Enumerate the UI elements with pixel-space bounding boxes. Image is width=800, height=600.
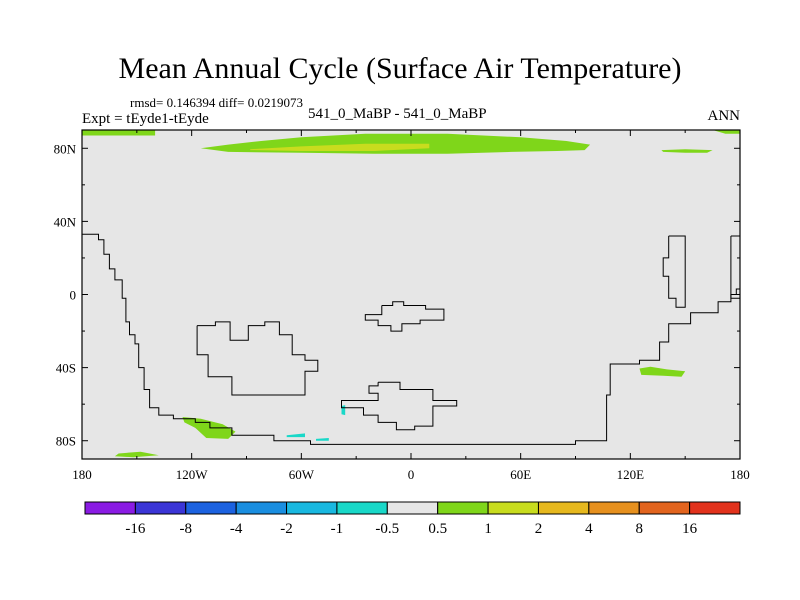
- colorbar-label: -2: [280, 521, 293, 537]
- y-axis-ticks: 80N 40N 0 40S 80S: [54, 141, 740, 449]
- anomaly-region-north-east-patch: [661, 149, 713, 153]
- anomaly-region-north-polar-core: [250, 143, 430, 151]
- case-label: 541_0_MaBP - 541_0_MaBP: [308, 106, 487, 122]
- anomaly-region-arctic-north-band: [82, 130, 156, 136]
- colorbar-box: [437, 501, 489, 515]
- colorbar-label: 4: [585, 521, 593, 537]
- colorbar-label: 2: [535, 521, 543, 537]
- colorbar-label: -1: [331, 521, 344, 537]
- anomaly-region-weddell-cool-spot: [341, 405, 346, 416]
- colorbar: -16 -8 -4 -2 -1 -0.5 0.5 1 2 4 8 16: [84, 501, 741, 537]
- colorbar-label: -4: [230, 521, 243, 537]
- colorbar-box: [487, 501, 539, 515]
- colorbar-label: -8: [180, 521, 193, 537]
- coastline-3: [341, 381, 458, 431]
- anomaly-regions: [82, 130, 740, 458]
- colorbar-label: 0.5: [428, 521, 447, 537]
- colorbar-label: 1: [484, 521, 492, 537]
- map-background: [82, 130, 740, 459]
- coastline-0: [82, 233, 740, 445]
- coastline-2: [364, 301, 445, 332]
- coastline-6: [730, 236, 740, 299]
- colorbar-box: [185, 501, 237, 515]
- y-tick-label: 80S: [56, 434, 76, 449]
- x-tick-label: 0: [408, 467, 415, 482]
- colorbar-box: [386, 501, 439, 515]
- colorbar-box: [588, 501, 640, 515]
- colorbar-box: [537, 501, 590, 515]
- colorbar-label: -0.5: [375, 521, 399, 537]
- x-tick-label: 180: [730, 467, 750, 482]
- colorbar-box: [286, 501, 338, 515]
- x-tick-label: 120W: [176, 467, 209, 482]
- x-tick-label: 60E: [510, 467, 531, 482]
- season-label: ANN: [707, 108, 741, 124]
- chart-title: Mean Annual Cycle (Surface Air Temperatu…: [118, 52, 682, 85]
- y-tick-label: 0: [70, 288, 77, 303]
- anomaly-region-antarctic-coast-cool-1: [286, 433, 305, 438]
- colorbar-label: 16: [682, 521, 698, 537]
- colorbar-box: [235, 501, 288, 515]
- colorbar-label: 8: [635, 521, 643, 537]
- x-tick-label: 120E: [617, 467, 645, 482]
- coastline-1: [196, 321, 319, 396]
- stats-text: rmsd= 0.146394 diff= 0.0219073: [130, 95, 303, 110]
- colorbar-box: [134, 501, 187, 515]
- anomaly-region-southwest-pacific-patch: [639, 366, 686, 377]
- colorbar-label: -16: [125, 521, 145, 537]
- x-tick-label: 180: [72, 467, 92, 482]
- colorbar-box: [336, 501, 388, 515]
- experiment-label: Expt = tEyde1-tEyde: [82, 111, 209, 127]
- y-tick-label: 80N: [54, 141, 77, 156]
- coastlines: [82, 233, 740, 445]
- y-tick-label: 40N: [54, 214, 77, 229]
- colorbar-box: [689, 501, 741, 515]
- colorbar-box: [638, 501, 691, 515]
- x-tick-label: 60W: [289, 467, 315, 482]
- x-axis-ticks: 180 120W 60W 0 60E 120E 180: [72, 130, 750, 482]
- anomaly-region-antarctic-coast-patch: [114, 451, 159, 458]
- anomaly-region-antarctic-coast-cool-2: [316, 438, 329, 441]
- y-tick-label: 40S: [56, 361, 76, 376]
- colorbar-box: [84, 501, 136, 515]
- coastline-4: [662, 235, 686, 308]
